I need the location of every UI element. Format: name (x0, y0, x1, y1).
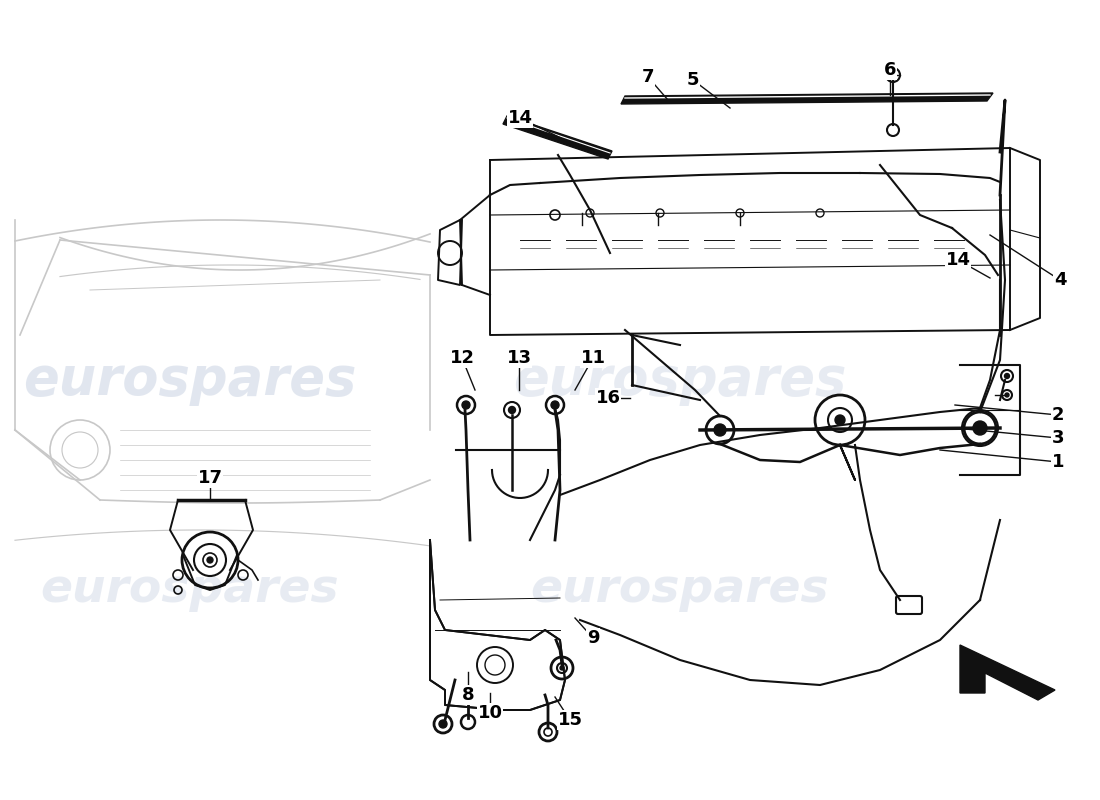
Text: 9: 9 (586, 629, 600, 647)
Text: 7: 7 (641, 68, 654, 86)
Circle shape (1004, 374, 1010, 378)
Text: 15: 15 (558, 711, 583, 729)
Text: 14: 14 (507, 109, 532, 127)
Text: eurospares: eurospares (530, 567, 829, 613)
Text: 11: 11 (581, 349, 605, 367)
Circle shape (207, 557, 213, 563)
Text: 14: 14 (946, 251, 970, 269)
Polygon shape (430, 540, 565, 710)
Polygon shape (621, 93, 993, 104)
Text: 4: 4 (1054, 271, 1066, 289)
Circle shape (560, 666, 564, 670)
Text: 3: 3 (1052, 429, 1065, 447)
Circle shape (890, 72, 896, 78)
Text: 17: 17 (198, 469, 222, 487)
Text: 12: 12 (450, 349, 474, 367)
Text: 6: 6 (883, 61, 896, 79)
Text: 2: 2 (1052, 406, 1065, 424)
Circle shape (439, 720, 447, 728)
Circle shape (462, 401, 470, 409)
Text: eurospares: eurospares (23, 354, 356, 406)
Circle shape (551, 401, 559, 409)
Text: 16: 16 (595, 389, 620, 407)
Circle shape (835, 415, 845, 425)
Circle shape (508, 406, 516, 414)
Text: 5: 5 (686, 71, 700, 89)
Text: eurospares: eurospares (514, 354, 847, 406)
Text: eurospares: eurospares (41, 567, 339, 613)
Text: 8: 8 (462, 686, 474, 704)
Polygon shape (960, 645, 1055, 700)
Circle shape (974, 421, 987, 435)
Circle shape (1005, 393, 1009, 397)
Text: 1: 1 (1052, 453, 1065, 471)
Polygon shape (503, 116, 612, 159)
Circle shape (714, 424, 726, 436)
Text: 10: 10 (477, 704, 503, 722)
Text: 13: 13 (506, 349, 531, 367)
